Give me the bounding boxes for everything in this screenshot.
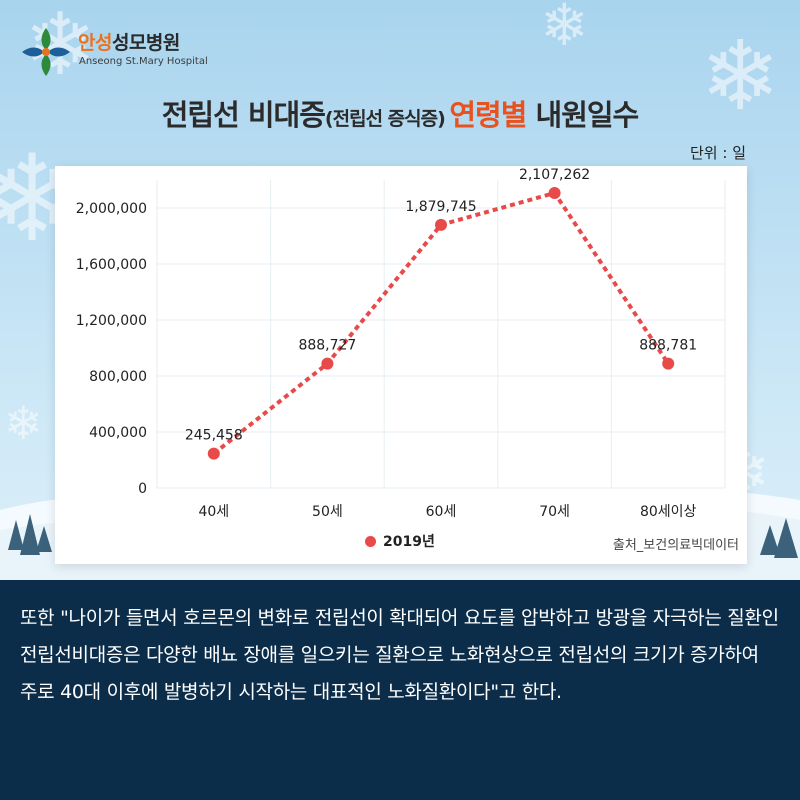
data-point	[321, 357, 334, 370]
y-tick-label: 1,200,000	[76, 313, 147, 329]
source-label: 출처_보건의료빅데이터	[612, 538, 739, 553]
legend: 2019년	[365, 531, 435, 551]
x-tick-label: 80세이상	[640, 504, 697, 520]
data-label: 888,727	[298, 338, 356, 354]
hospital-subtitle: Anseong St.Mary Hospital	[79, 56, 208, 67]
series-line	[212, 190, 670, 456]
hospital-name: 안성성모병원	[78, 32, 180, 54]
legend-dot	[365, 536, 376, 547]
data-point	[548, 186, 561, 199]
data-label: 1,879,745	[405, 199, 476, 215]
y-tick-label: 1,600,000	[76, 257, 147, 273]
hospital-logo: 안성성모병원 Anseong St.Mary Hospital	[16, 22, 216, 82]
line-chart: 0 400,000 800,000 1,200,000 1,600,000 2,000,0…	[76, 167, 726, 520]
x-tick-label: 60세	[426, 504, 457, 520]
body-text: 또한 "나이가 들면서 호르몬의 변화로 전립선이 확대되어 요도를 압박하고 …	[20, 607, 779, 703]
y-tick-label: 400,000	[89, 425, 147, 441]
x-tick-label: 70세	[539, 504, 570, 520]
x-tick-label: 40세	[198, 504, 229, 520]
data-label: 888,781	[639, 338, 697, 354]
data-point	[662, 357, 675, 370]
snowflake-icon: ❄	[540, 0, 589, 59]
y-tick-label: 800,000	[89, 369, 147, 385]
unit-label: 단위 : 일	[690, 144, 746, 162]
data-label: 2,107,262	[519, 167, 590, 183]
snowflake-icon: ❄	[4, 396, 43, 450]
text-panel	[0, 580, 800, 800]
snowflake-icon: ❄	[700, 20, 781, 132]
data-point	[435, 218, 447, 231]
data-point	[207, 447, 220, 460]
x-tick-label: 50세	[312, 504, 343, 520]
y-tick-label: 0	[138, 481, 147, 497]
chart-card: 0 400,000 800,000 1,200,000 1,600,000 2,000,0…	[55, 166, 747, 564]
cross-leaf-icon	[22, 28, 70, 76]
data-label: 245,458	[185, 428, 243, 444]
snowflake-icon: ❄	[24, 0, 97, 95]
y-tick-label: 2,000,000	[76, 201, 147, 217]
chart-title: 전립선 비대증(전립선 증식증) 연령별 내원일수	[161, 98, 640, 132]
legend-label: 2019년	[383, 534, 435, 550]
